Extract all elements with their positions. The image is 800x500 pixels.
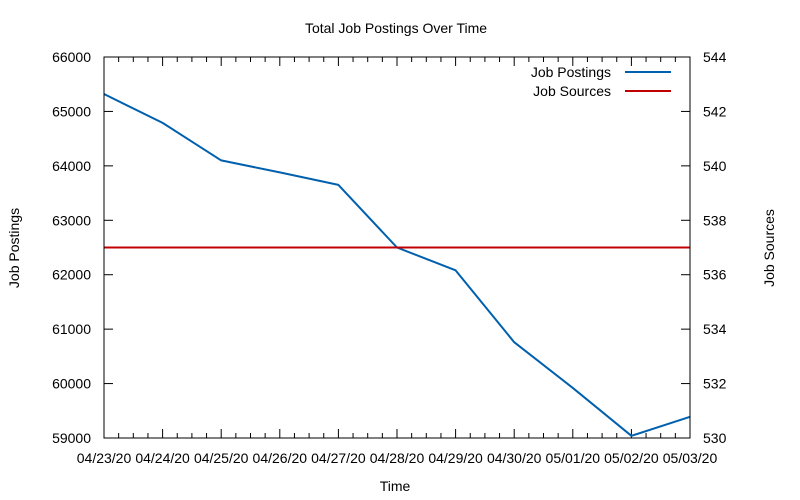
x-axis-label: Time bbox=[380, 478, 411, 494]
x-tick-label: 04/26/20 bbox=[253, 450, 308, 466]
x-tick-label: 05/01/20 bbox=[546, 450, 601, 466]
y2-tick-label: 538 bbox=[703, 212, 727, 228]
y2-tick-label: 544 bbox=[703, 49, 727, 65]
x-tick-label: 04/25/20 bbox=[194, 450, 249, 466]
y2-tick-label: 540 bbox=[703, 158, 727, 174]
plot-frame bbox=[103, 56, 691, 439]
y2-tick-label: 536 bbox=[703, 267, 727, 283]
y2-tick-label: 534 bbox=[703, 321, 727, 337]
x-tick-label: 04/28/20 bbox=[370, 450, 425, 466]
x-tick-label: 04/30/20 bbox=[487, 450, 542, 466]
y-tick-label: 63000 bbox=[52, 212, 91, 228]
y-axis-label: Job Postings bbox=[6, 208, 22, 288]
x-tick-label: 04/27/20 bbox=[311, 450, 366, 466]
y-tick-label: 66000 bbox=[52, 49, 91, 65]
x-tick-label: 05/03/20 bbox=[663, 450, 718, 466]
series-lines bbox=[103, 93, 691, 437]
x-tick-label: 04/23/20 bbox=[77, 450, 132, 466]
x-tick-label: 04/24/20 bbox=[135, 450, 190, 466]
y-tick-label: 61000 bbox=[52, 321, 91, 337]
y-tick-label: 65000 bbox=[52, 103, 91, 119]
x-tick-label: 05/02/20 bbox=[604, 450, 659, 466]
chart-title: Total Job Postings Over Time bbox=[305, 20, 487, 36]
y-tick-label: 64000 bbox=[52, 158, 91, 174]
legend: Job Postings Job Sources bbox=[531, 64, 671, 99]
legend-label: Job Postings bbox=[531, 64, 611, 80]
y2-tick-label: 542 bbox=[703, 103, 727, 119]
y-tick-label: 60000 bbox=[52, 376, 91, 392]
axes: 59000 60000 61000 62000 63000 64000 65000 66000… bbox=[52, 49, 727, 466]
y2-axis-label: Job Sources bbox=[761, 209, 777, 287]
series-line-job-postings bbox=[103, 93, 691, 437]
y2-tick-label: 530 bbox=[703, 430, 727, 446]
x-tick-label: 04/29/20 bbox=[428, 450, 483, 466]
y-tick-label: 62000 bbox=[52, 267, 91, 283]
y-tick-label: 59000 bbox=[52, 430, 91, 446]
y2-tick-label: 532 bbox=[703, 376, 727, 392]
legend-label: Job Sources bbox=[533, 83, 611, 99]
